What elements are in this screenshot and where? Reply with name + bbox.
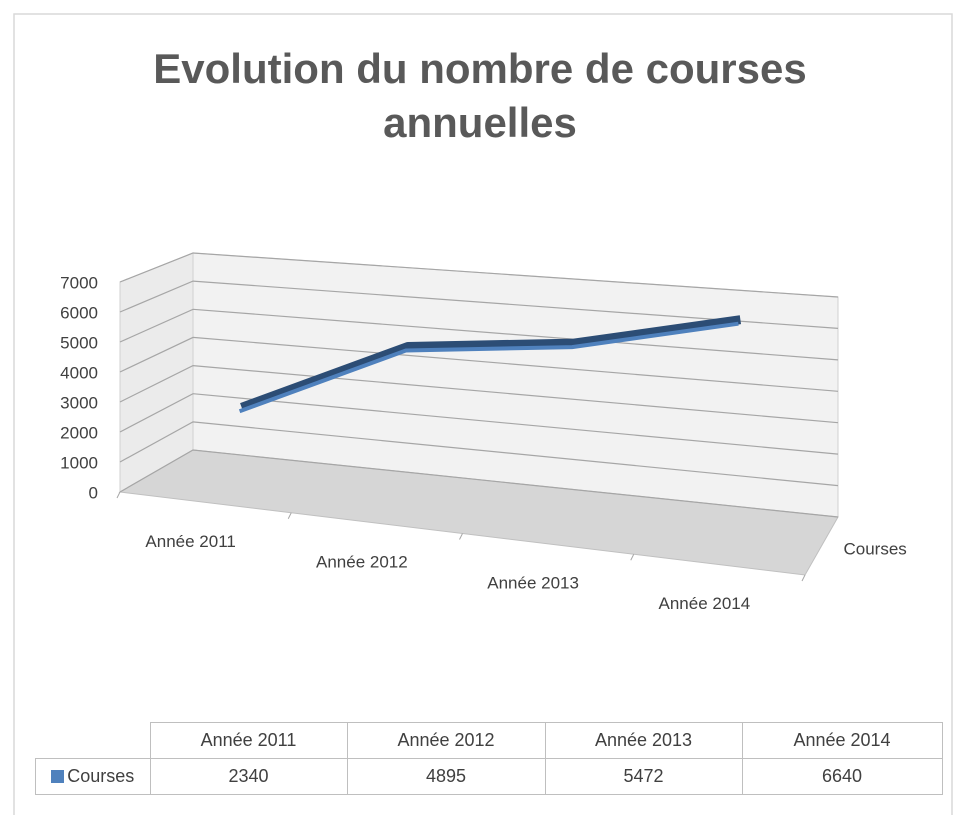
data-table: Année 2011 Année 2012 Année 2013 Année 2… [35, 722, 943, 795]
table-cell: 2340 [149, 758, 348, 795]
x-tick [630, 554, 635, 561]
grid-line [119, 308, 839, 361]
table-header-row: Année 2011 Année 2012 Année 2013 Année 2… [35, 722, 943, 759]
table-header: Année 2012 [346, 722, 546, 759]
table-header: Année 2013 [544, 722, 743, 759]
series-line [238, 321, 739, 414]
table-cell: 4895 [346, 758, 546, 795]
table-header: Année 2011 [149, 722, 348, 759]
table-row: Courses 2340 4895 5472 6640 [35, 758, 943, 795]
y-tick-label: 7000 [60, 273, 98, 292]
y-tick-label: 6000 [60, 303, 98, 322]
x-tick-label: Année 2011 [145, 532, 235, 551]
x-tick [116, 491, 121, 499]
x-tick-label: Année 2013 [487, 573, 579, 592]
y-tick-label: 3000 [60, 393, 98, 412]
x-tick-label: Année 2014 [659, 594, 751, 613]
grid-line [119, 252, 839, 298]
grid-line [119, 421, 839, 487]
legend-label: Courses [67, 766, 135, 786]
table-corner [35, 722, 151, 759]
grid-line [119, 449, 839, 518]
grid-line [119, 336, 839, 392]
grid-line [119, 280, 839, 329]
x-tick [459, 533, 463, 540]
chart-border [13, 13, 953, 815]
table-header: Année 2014 [741, 722, 943, 759]
y-tick-label: 5000 [60, 333, 98, 352]
legend-key [51, 770, 65, 783]
table-series-cell: Courses [35, 758, 151, 795]
grid-line [119, 364, 839, 424]
x-tick-label: Année 2012 [316, 553, 408, 572]
series-line-shadow [240, 315, 742, 412]
x-tick [287, 512, 292, 519]
chart-title: Evolution du nombre de courses annuelles [153, 45, 807, 146]
table-cell: 6640 [741, 758, 943, 795]
table-cell: 5472 [544, 758, 743, 795]
y-tick-label: 4000 [60, 363, 98, 382]
y-tick-label: 0 [89, 483, 98, 502]
grid-line [119, 393, 839, 455]
x-tick [801, 574, 806, 582]
y-tick-label: 1000 [60, 453, 98, 472]
y-tick-label: 2000 [60, 423, 98, 442]
depth-axis-label: Courses [844, 539, 907, 558]
